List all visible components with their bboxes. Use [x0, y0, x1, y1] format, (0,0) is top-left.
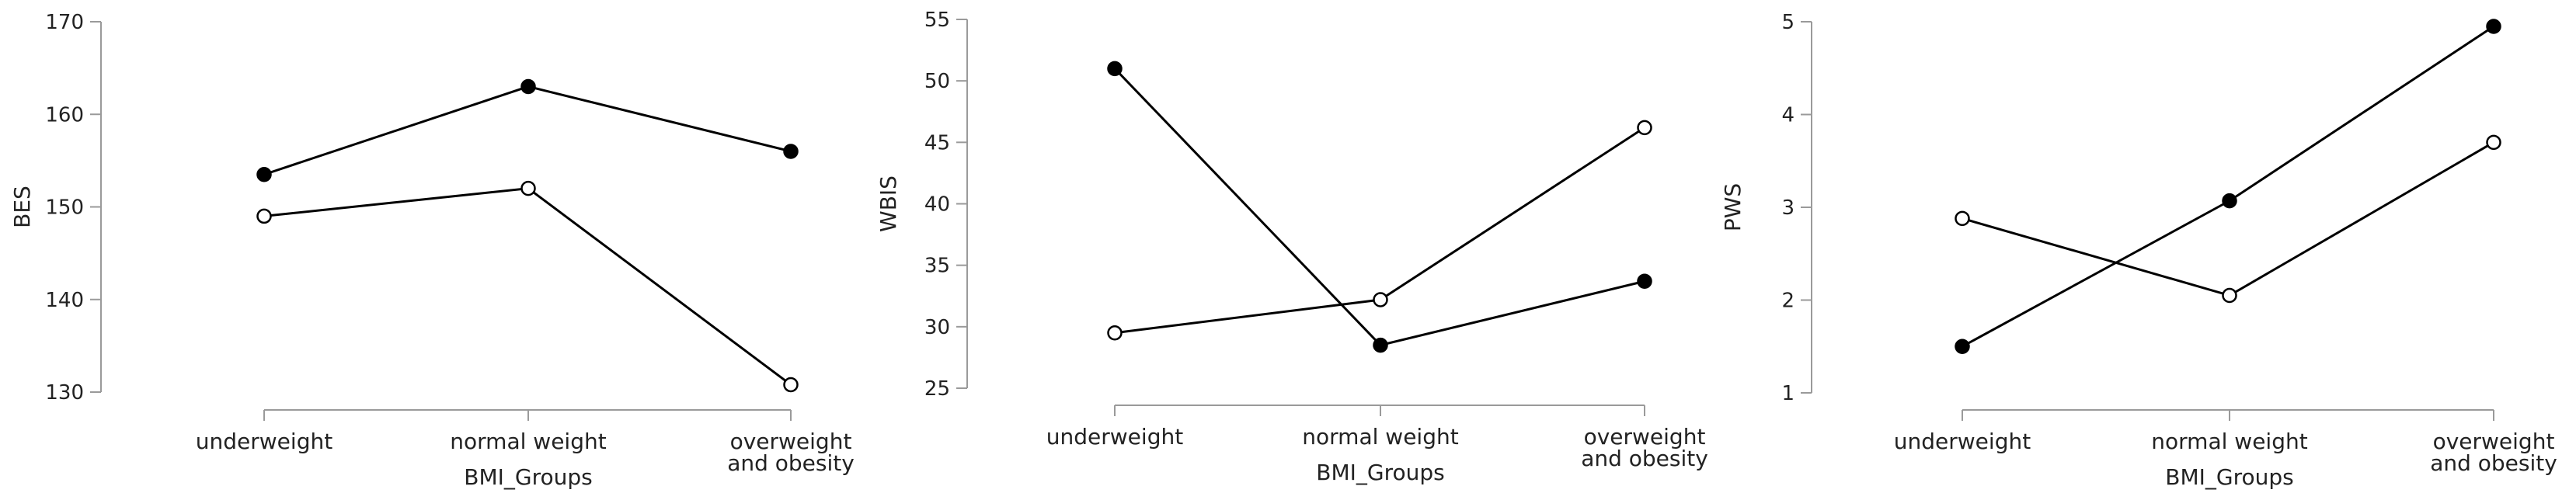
pws-y-tick-label: 1: [1781, 382, 1794, 405]
pws-x-axis-title: BMI_Groups: [2165, 464, 2293, 490]
wbis-chart: 25 30 35 40 45 50 55 WBIS underweight normal weig…: [858, 0, 1717, 500]
bes-y-tick-label: 130: [45, 381, 84, 405]
bes-y-tick-label: 170: [45, 11, 84, 34]
wbis-chart-svg: 25 30 35 40 45 50 55 WBIS underweight normal weig…: [875, 9, 1708, 485]
wbis-x-tick-label: underweight: [1046, 424, 1183, 450]
wbis-series-filled-point: [1107, 61, 1123, 77]
bes-y-tick-label: 140: [45, 289, 84, 312]
pws-chart: 1 2 3 4 5 PWS underweight normal weight overweig…: [1717, 0, 2575, 500]
wbis-x-axis-title: BMI_Groups: [1316, 460, 1444, 485]
bes-x-axis-title: BMI_Groups: [464, 464, 592, 490]
pws-x-tick-label: and obesity: [2430, 450, 2557, 476]
wbis-x-tick-label: and obesity: [1581, 446, 1708, 471]
wbis-series-filled-point: [1637, 273, 1652, 289]
wbis-y-tick-label: 50: [924, 70, 950, 93]
pws-y-tick-label: 3: [1781, 196, 1794, 220]
wbis-series-filled-point: [1373, 337, 1388, 353]
bes-x-tick-label: underweight: [196, 429, 332, 454]
bes-series-open-point: [520, 180, 536, 196]
bes-series-filled-point: [520, 78, 536, 95]
pws-y-tick-label: 2: [1781, 290, 1794, 313]
bes-series-open-point: [783, 377, 799, 393]
wbis-series-open-point: [1637, 120, 1652, 136]
wbis-y-tick-label: 45: [924, 131, 950, 155]
wbis-series-open-point: [1107, 325, 1123, 341]
bes-series-filled-line: [263, 85, 792, 176]
bes-x-tick-label: normal weight: [450, 429, 606, 454]
wbis-y-tick-label: 55: [924, 9, 950, 32]
bes-x-tick-label: and obesity: [727, 450, 855, 476]
bes-y-axis-title: BES: [9, 186, 35, 228]
bes-y-tick-label: 160: [45, 103, 84, 127]
pws-series-open-line: [1962, 141, 2494, 297]
bes-x-tick-label: overweight: [730, 429, 852, 454]
wbis-x-tick-label: overweight: [1584, 424, 1706, 450]
wbis-y-axis-title: WBIS: [875, 175, 901, 232]
pws-series-open-point: [2222, 287, 2237, 304]
bes-chart: 130 140 150 160 170 BES underweight normal weig…: [0, 0, 858, 500]
bes-series-filled-point: [256, 167, 272, 182]
pws-series-open-point: [2486, 134, 2501, 151]
bes-series-open-line: [263, 187, 792, 386]
pws-series-filled-point: [1955, 339, 1970, 354]
wbis-y-tick-label: 35: [924, 255, 950, 278]
pws-series-filled-point: [2486, 19, 2501, 34]
pws-series-open-point: [1955, 210, 1970, 227]
wbis-y-tick-label: 25: [924, 377, 950, 401]
bes-series-open-point: [256, 208, 272, 224]
pws-x-tick-label: underweight: [1894, 429, 2031, 454]
pws-y-axis-title: PWS: [1720, 183, 1746, 231]
wbis-y-tick-label: 30: [924, 316, 950, 339]
wbis-x-tick-label: normal weight: [1302, 424, 1458, 450]
pws-series-filled-point: [2222, 193, 2237, 209]
pws-x-tick-label: overweight: [2433, 429, 2555, 454]
wbis-series-open-point: [1373, 292, 1388, 307]
pws-chart-svg: 1 2 3 4 5 PWS underweight normal weight overweig…: [1720, 11, 2557, 490]
pws-x-tick-label: normal weight: [2151, 429, 2307, 454]
wbis-y-tick-label: 40: [924, 193, 950, 217]
bes-series-filled-point: [783, 144, 799, 159]
bes-chart-svg: 130 140 150 160 170 BES underweight normal weig…: [9, 11, 855, 490]
pws-y-tick-label: 4: [1781, 104, 1794, 127]
pws-y-tick-label: 5: [1781, 11, 1794, 34]
bes-y-tick-label: 150: [45, 196, 84, 220]
